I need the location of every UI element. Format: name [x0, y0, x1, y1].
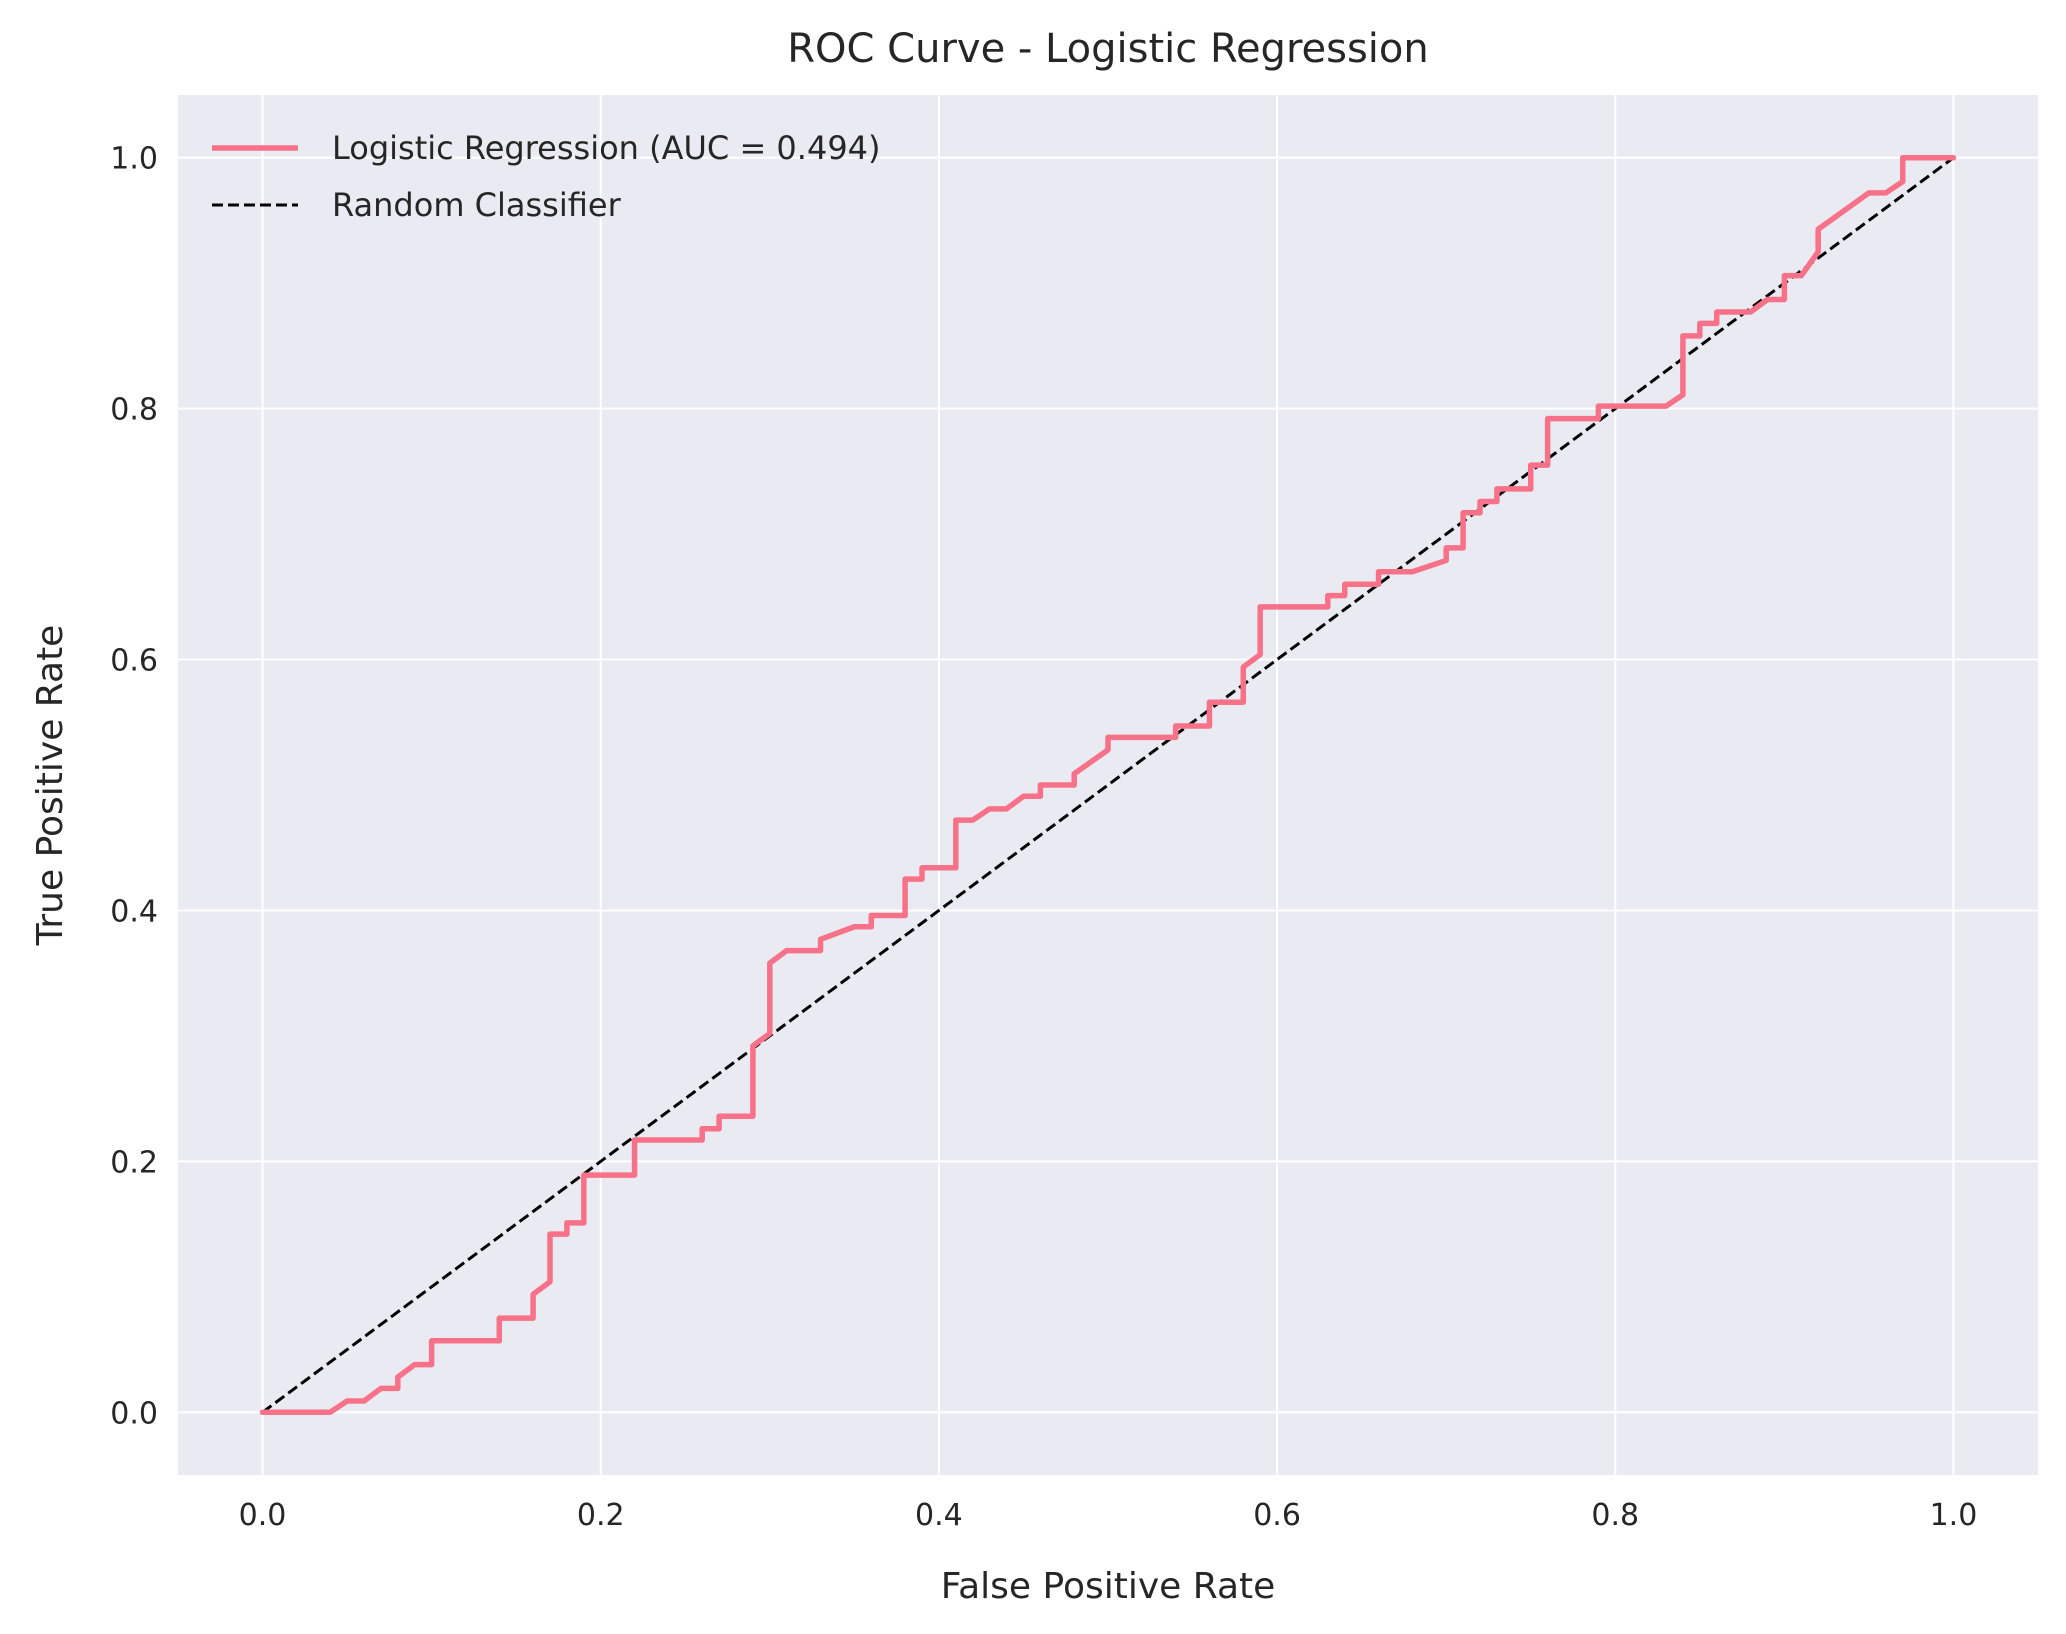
- legend: Logistic Regression (AUC = 0.494) Random…: [212, 129, 881, 224]
- y-tick-label: 0.2: [110, 1145, 158, 1180]
- x-tick-label: 1.0: [1930, 1498, 1978, 1533]
- x-tick-label: 0.8: [1591, 1498, 1639, 1533]
- y-tick-label: 0.0: [110, 1396, 158, 1431]
- legend-label-baseline: Random Classifier: [332, 186, 622, 224]
- legend-label-roc: Logistic Regression (AUC = 0.494): [332, 129, 881, 167]
- y-tick-label: 0.6: [110, 644, 158, 679]
- x-tick-label: 0.0: [239, 1498, 287, 1533]
- chart-title: ROC Curve - Logistic Regression: [787, 26, 1428, 72]
- y-tick-label: 0.8: [110, 393, 158, 428]
- series-line-random-classifier: [261, 156, 1955, 1414]
- axis-ticks: 0.0 0.2 0.4 0.6 0.8 1.0 0.0 0.2 0.4 0.6 0.8 1.0: [110, 142, 1977, 1533]
- x-axis-label: False Positive Rate: [941, 1566, 1276, 1607]
- x-tick-label: 0.6: [1253, 1498, 1301, 1533]
- x-tick-label: 0.4: [915, 1498, 963, 1533]
- y-tick-label: 0.4: [110, 894, 158, 929]
- y-axis-label: True Positive Rate: [30, 625, 71, 947]
- y-tick-label: 1.0: [110, 142, 158, 177]
- x-tick-label: 0.2: [577, 1498, 625, 1533]
- series-line-logistic-regression: [259, 154, 1957, 1416]
- series-lines: [259, 154, 1957, 1416]
- grid-lines: [178, 95, 2038, 1475]
